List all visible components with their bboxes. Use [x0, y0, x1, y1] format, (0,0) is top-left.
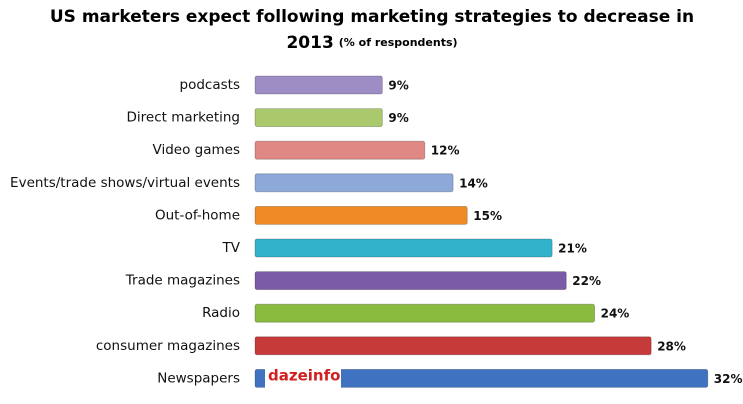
watermark: dazeinfo — [268, 367, 340, 385]
category-label: Radio — [202, 305, 240, 321]
value-label: 24% — [601, 307, 630, 321]
category-label: Video games — [153, 142, 240, 158]
bar — [254, 303, 596, 323]
value-label: 15% — [473, 209, 502, 223]
watermark-background — [265, 366, 341, 388]
value-label: 9% — [388, 79, 408, 93]
bar — [254, 140, 426, 160]
category-label: Newspapers — [157, 370, 240, 386]
value-label: 32% — [714, 372, 743, 386]
value-label: 21% — [558, 242, 587, 256]
chart-title: 2013 — [286, 33, 333, 53]
category-label: podcasts — [180, 77, 240, 93]
category-label: Direct marketing — [127, 110, 241, 126]
value-label: 28% — [657, 339, 686, 353]
category-label: Events/trade shows/virtual events — [10, 175, 240, 191]
category-label: Trade magazines — [125, 273, 240, 289]
category-label: Out-of-home — [155, 207, 240, 223]
chart-subtitle: (% of respondents) — [339, 36, 458, 49]
value-label: 9% — [388, 111, 408, 125]
category-label: TV — [222, 240, 241, 256]
chart-title: US marketers expect following marketing … — [50, 7, 694, 27]
bar — [254, 238, 553, 258]
bar — [254, 271, 567, 291]
bar — [254, 368, 709, 388]
value-label: 12% — [431, 144, 460, 158]
bar — [254, 108, 383, 127]
value-label: 22% — [572, 274, 601, 288]
chart-title-line-2: 2013 (% of respondents) — [286, 33, 457, 53]
bar — [254, 205, 468, 225]
category-label: consumer magazines — [96, 338, 240, 354]
bar — [254, 336, 652, 356]
value-label: 14% — [459, 176, 488, 190]
bar — [254, 75, 383, 95]
bar — [254, 173, 454, 193]
